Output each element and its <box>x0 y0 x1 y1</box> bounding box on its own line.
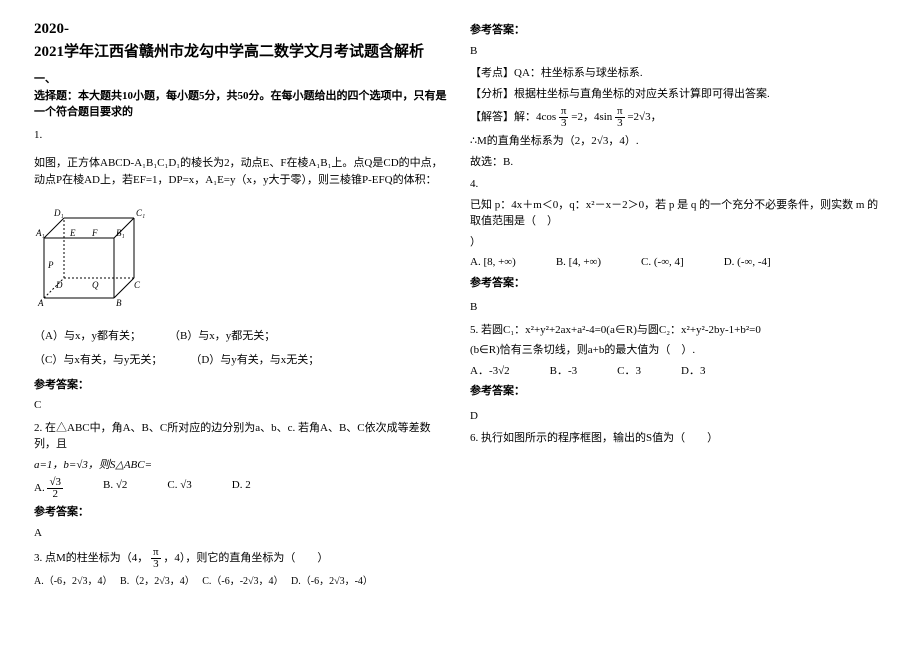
q1-options: （A）与x，y都有关； （B）与x，y都无关； <box>34 328 450 345</box>
q3-body: 点M的柱坐标为（4， <box>45 552 148 564</box>
q6-body: 执行如图所示的程序框图，输出的S值为（ ） <box>481 432 718 444</box>
title-year: 2020- <box>34 18 450 41</box>
q5-optC: C．3 <box>617 363 641 380</box>
left-column: 2020- 2021学年江西省赣州市龙勾中学高二数学文月考试题含解析 一、 选择… <box>24 18 460 633</box>
svg-text:D: D <box>55 280 63 290</box>
section-1-num: 一、 <box>34 73 56 85</box>
svg-text:A: A <box>37 298 44 308</box>
q4-ans: B <box>470 299 886 316</box>
q4-options: A. [8, +∞) B. [4, +∞) C. (-∞, 4] D. (-∞,… <box>470 254 886 271</box>
title-block: 2020- 2021学年江西省赣州市龙勾中学高二数学文月考试题含解析 <box>34 18 450 63</box>
q5-ans: D <box>470 408 886 425</box>
q2-optB: B. √2 <box>103 477 127 500</box>
q3-kd: 【考点】QA：柱坐标系与球坐标系. <box>470 65 886 82</box>
q1-optB: （B）与x，y都无关； <box>169 328 275 345</box>
q2-optA: A. √32 <box>34 477 63 500</box>
q3-optC: C.（-6，-2√3，4） <box>202 576 283 587</box>
q5-num: 5. <box>470 324 478 336</box>
q1-body: 如图，正方体ABCD-A₁B₁C₁D₁的棱长为2，动点E、F在棱A₁B₁上。点Q… <box>34 155 450 188</box>
svg-text:D₁: D₁ <box>53 208 64 218</box>
q3-jd: 【解答】解：4cos π3 =2，4sin π3 =2√3， <box>470 106 886 129</box>
q3-optA: A.（-6，2√3，4） <box>34 576 113 587</box>
svg-text:B: B <box>116 298 122 308</box>
q4-optC: C. (-∞, 4] <box>641 254 684 271</box>
cube-diagram: A B C D A₁ B₁ C₁ D₁ Q E F P <box>34 198 154 308</box>
q5-body-l1: 若圆C₁：x²+y²+2ax+a²-4=0(a∈R)与圆C₂：x²+y²-2by… <box>481 324 761 336</box>
svg-text:C₁: C₁ <box>136 208 145 218</box>
q1-optC: （C）与x有关，与y无关； <box>34 352 162 369</box>
title-main: 2021学年江西省赣州市龙勾中学高二数学文月考试题含解析 <box>34 41 450 64</box>
q3-body2: ，4），则它的直角坐标为（ ） <box>163 552 328 564</box>
question-1: 1. 如图，正方体ABCD-A₁B₁C₁D₁的棱长为2，动点E、F在棱A₁B₁上… <box>34 127 450 414</box>
q5-optA: A．-3√2 <box>470 363 510 380</box>
q5-options: A．-3√2 B．-3 C．3 D．3 <box>470 363 886 380</box>
right-column: 参考答案： B 【考点】QA：柱坐标系与球坐标系. 【分析】根据柱坐标与直角坐标… <box>460 18 896 633</box>
q3-jd3: 故选：B. <box>470 154 886 171</box>
svg-text:B₁: B₁ <box>116 228 125 238</box>
q1-options-2: （C）与x有关，与y无关； （D）与y有关，与x无关； <box>34 352 450 369</box>
q1-optD: （D）与y有关，与x无关； <box>190 352 319 369</box>
q2-body: 在△ABC中，角A、B、C所对应的边分别为a、b、c. 若角A、B、C依次成等差… <box>34 422 431 451</box>
q4-optB: B. [4, +∞) <box>556 254 601 271</box>
section-1-head: 一、 选择题：本大题共10小题，每小题5分，共50分。在每小题给出的四个选项中，… <box>34 71 450 121</box>
q4-optD: D. (-∞, -4] <box>724 254 771 271</box>
q1-optA: （A）与x，y都有关； <box>34 328 141 345</box>
q4-num: 4. <box>470 178 478 190</box>
q1-ans-label: 参考答案： <box>34 377 450 394</box>
q2-ans-label: 参考答案： <box>34 504 450 521</box>
question-3: 3. 点M的柱坐标为（4， π3 ，4），则它的直角坐标为（ ） A.（-6，2… <box>34 547 450 589</box>
question-2: 2. 在△ABC中，角A、B、C所对应的边分别为a、b、c. 若角A、B、C依次… <box>34 420 450 542</box>
q4-body: 已知 p：4x＋m＜0，q：x²－x－2＞0，若 p 是 q 的一个充分不必要条… <box>470 197 886 230</box>
q2-optC: C. √3 <box>167 477 191 500</box>
question-6: 6. 执行如图所示的程序框图，输出的S值为（ ） <box>470 430 886 447</box>
q3-optB: B.（2，2√3，4） <box>120 576 195 587</box>
q6-num: 6. <box>470 432 478 444</box>
q4-blank: ） <box>470 234 886 251</box>
q5-body-l2: (b∈R)恰有三条切线，则a+b的最大值为（ ）. <box>470 342 886 359</box>
q5-optB: B．-3 <box>550 363 578 380</box>
q1-num: 1. <box>34 127 450 144</box>
q4-ans-label: 参考答案： <box>470 275 886 292</box>
svg-text:E: E <box>69 228 76 238</box>
q3-optD: D.（-6，2√3，-4） <box>291 576 373 587</box>
question-5: 5. 若圆C₁：x²+y²+2ax+a²-4=0(a∈R)与圆C₂：x²+y²-… <box>470 322 886 425</box>
q1-ans: C <box>34 397 450 414</box>
q2-body2: a=1，b=√3，则S△ABC= <box>34 457 450 474</box>
q2-ans: A <box>34 525 450 542</box>
q2-num: 2. <box>34 422 42 434</box>
q3-ans: B <box>470 43 886 60</box>
q2-optD: D. 2 <box>232 477 251 500</box>
q3-fx: 【分析】根据柱坐标与直角坐标的对应关系计算即可得出答案. <box>470 86 886 103</box>
section-1-desc: 选择题：本大题共10小题，每小题5分，共50分。在每小题给出的四个选项中，只有是… <box>34 90 447 119</box>
q4-optA: A. [8, +∞) <box>470 254 516 271</box>
svg-text:A₁: A₁ <box>35 228 45 238</box>
svg-text:F: F <box>91 228 98 238</box>
q3-ans-label: 参考答案： <box>470 22 886 39</box>
q2-options: A. √32 B. √2 C. √3 D. 2 <box>34 477 450 500</box>
svg-text:C: C <box>134 280 141 290</box>
question-4: 4. 已知 p：4x＋m＜0，q：x²－x－2＞0，若 p 是 q 的一个充分不… <box>470 176 886 316</box>
q5-optD: D．3 <box>681 363 705 380</box>
q5-ans-label: 参考答案： <box>470 383 886 400</box>
svg-text:P: P <box>47 260 54 270</box>
svg-text:Q: Q <box>92 280 99 290</box>
q3-jd2: ∴M的直角坐标系为（2，2√3，4）. <box>470 133 886 150</box>
q3-num: 3. <box>34 552 42 564</box>
